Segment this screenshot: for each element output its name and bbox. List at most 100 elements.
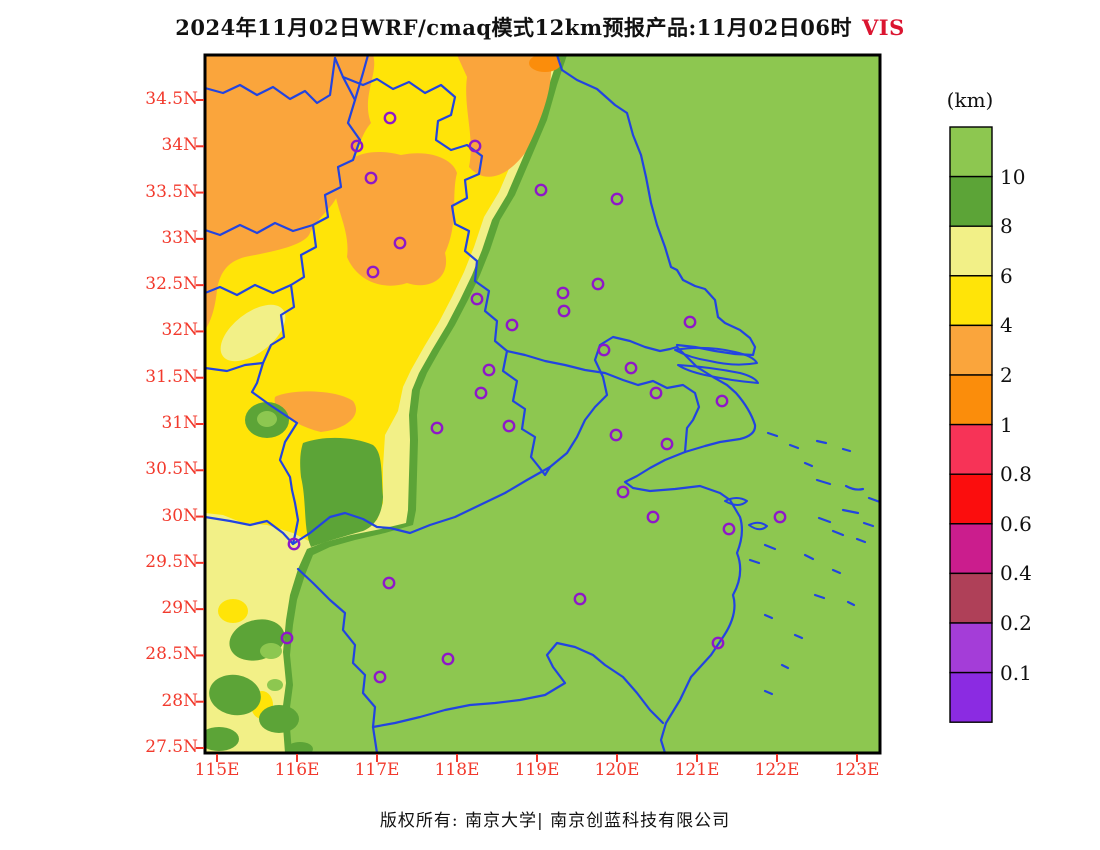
legend-tick-label: 4 — [1000, 313, 1013, 338]
legend-swatch — [949, 473, 993, 525]
anhui-jiangsu-border — [341, 75, 552, 477]
lon-tick-label: 118E — [434, 760, 480, 780]
lon-tick-label: 121E — [674, 760, 720, 780]
legend-tick-label: 0.4 — [1000, 561, 1032, 586]
lat-tick-label: 33N — [161, 227, 198, 248]
station-marker — [382, 576, 396, 590]
vis-patch-8-10km-sw5 — [287, 742, 313, 753]
lat-tick-label: 33.5N — [145, 181, 198, 202]
legend-swatch — [949, 374, 993, 426]
legend-swatch — [949, 324, 993, 376]
lon-tick-label: 119E — [514, 760, 560, 780]
station-marker — [597, 343, 611, 357]
lon-tick-label: 116E — [274, 760, 320, 780]
copyright-text: 版权所有: 南京大学| 南京创蓝科技有限公司 — [379, 811, 731, 831]
vis-core-above-10km — [257, 411, 277, 427]
station-marker — [430, 421, 444, 435]
south-zhejiang-border — [371, 641, 665, 729]
station-marker — [683, 315, 697, 329]
legend-colorbar — [949, 126, 993, 723]
legend-swatch — [949, 175, 993, 227]
chongming-island — [674, 346, 758, 366]
station-marker — [280, 631, 294, 645]
station-marker — [773, 510, 787, 524]
lat-tick-label: 27.5N — [145, 736, 198, 757]
lat-tick-label: 28.5N — [145, 644, 198, 665]
station-marker — [366, 265, 380, 279]
anhui-zhejiang-border — [296, 567, 379, 753]
lon-tick-label: 115E — [194, 760, 240, 780]
vis-core-above-10km-sw1 — [260, 643, 282, 659]
station-marker — [722, 522, 736, 536]
shanghai-hangzhou-bay-zhejiang-coast — [623, 345, 757, 753]
vis-patch-6-8km — [220, 304, 286, 362]
border-north-stub — [353, 55, 370, 102]
legend-swatch — [949, 275, 993, 327]
legend-swatch — [949, 523, 993, 575]
vis-patch-4-6km-sw1 — [218, 599, 248, 623]
station-marker — [468, 139, 482, 153]
page-title: 2024年11月02日WRF/cmaq模式12km预报产品:11月02日06时 V… — [150, 12, 930, 42]
station-marker — [660, 437, 674, 451]
lon-axis-ticks — [216, 754, 858, 762]
station-marker — [470, 292, 484, 306]
lat-tick-label: 32N — [161, 320, 198, 341]
station-marker — [373, 670, 387, 684]
legend-tick-label: 1 — [1000, 412, 1013, 437]
station-marker — [502, 419, 516, 433]
station-marker — [649, 386, 663, 400]
legend-tick-label: 0.2 — [1000, 611, 1032, 635]
vis-patch-8-10km-sw4 — [205, 727, 239, 751]
station-marker — [287, 537, 301, 551]
station-marker — [646, 510, 660, 524]
legend-units-label: (km) — [946, 88, 994, 112]
station-marker — [556, 286, 570, 300]
legend-tick-label: 0.1 — [1000, 660, 1032, 685]
map-frame — [203, 53, 882, 755]
lat-tick-label: 30N — [161, 505, 198, 526]
lat-axis-ticks — [196, 99, 204, 749]
north-border-and-jiangsu-coast — [555, 55, 757, 357]
station-marker — [383, 111, 397, 125]
station-marker — [557, 304, 571, 318]
station-marker — [534, 183, 548, 197]
station-marker — [505, 318, 519, 332]
station-marker — [441, 652, 455, 666]
station-marker — [715, 394, 729, 408]
title-text: 2024年11月02日WRF/cmaq模式12km预报产品:11月02日06时 — [175, 15, 852, 40]
legend-tick-label: 2 — [1000, 363, 1013, 387]
station-marker — [482, 363, 496, 377]
title-variable-vis: VIS — [861, 15, 905, 40]
legend-tick-label: 0.6 — [1000, 511, 1032, 536]
station-marker — [711, 636, 725, 650]
border-branch-west1 — [205, 361, 265, 373]
station-marker — [610, 192, 624, 206]
station-marker — [364, 171, 378, 185]
legend-swatch — [949, 671, 993, 723]
lat-tick-label: 28N — [161, 690, 198, 711]
legend-swatch — [949, 622, 993, 674]
west-province-border — [250, 56, 362, 546]
jiangsu-zhejiang-border — [505, 349, 701, 454]
lat-tick-label: 34N — [161, 135, 198, 156]
lat-tick-label: 34.5N — [145, 89, 198, 109]
lat-tick-label: 30.5N — [145, 459, 198, 480]
lat-tick-label: 29N — [161, 598, 198, 619]
station-marker — [573, 592, 587, 606]
station-marker — [393, 236, 407, 250]
legend-tick-label: 10 — [1000, 164, 1026, 189]
map-canvas — [205, 55, 880, 753]
vis-core-1-2km — [529, 55, 561, 72]
legend-tick-label: 8 — [1000, 214, 1013, 239]
lat-tick-label: 32.5N — [145, 274, 198, 295]
border-branch-west3 — [205, 283, 293, 297]
lat-tick-label: 31N — [161, 412, 198, 433]
vis-patch-8-10km-sw3 — [259, 705, 299, 733]
island-outlines — [724, 431, 880, 696]
lon-tick-label: 122E — [754, 760, 800, 780]
vis-blob-2-4km-central — [334, 151, 457, 286]
yangtze-estuary-channel — [677, 364, 759, 384]
border-branch-west2 — [205, 221, 315, 237]
